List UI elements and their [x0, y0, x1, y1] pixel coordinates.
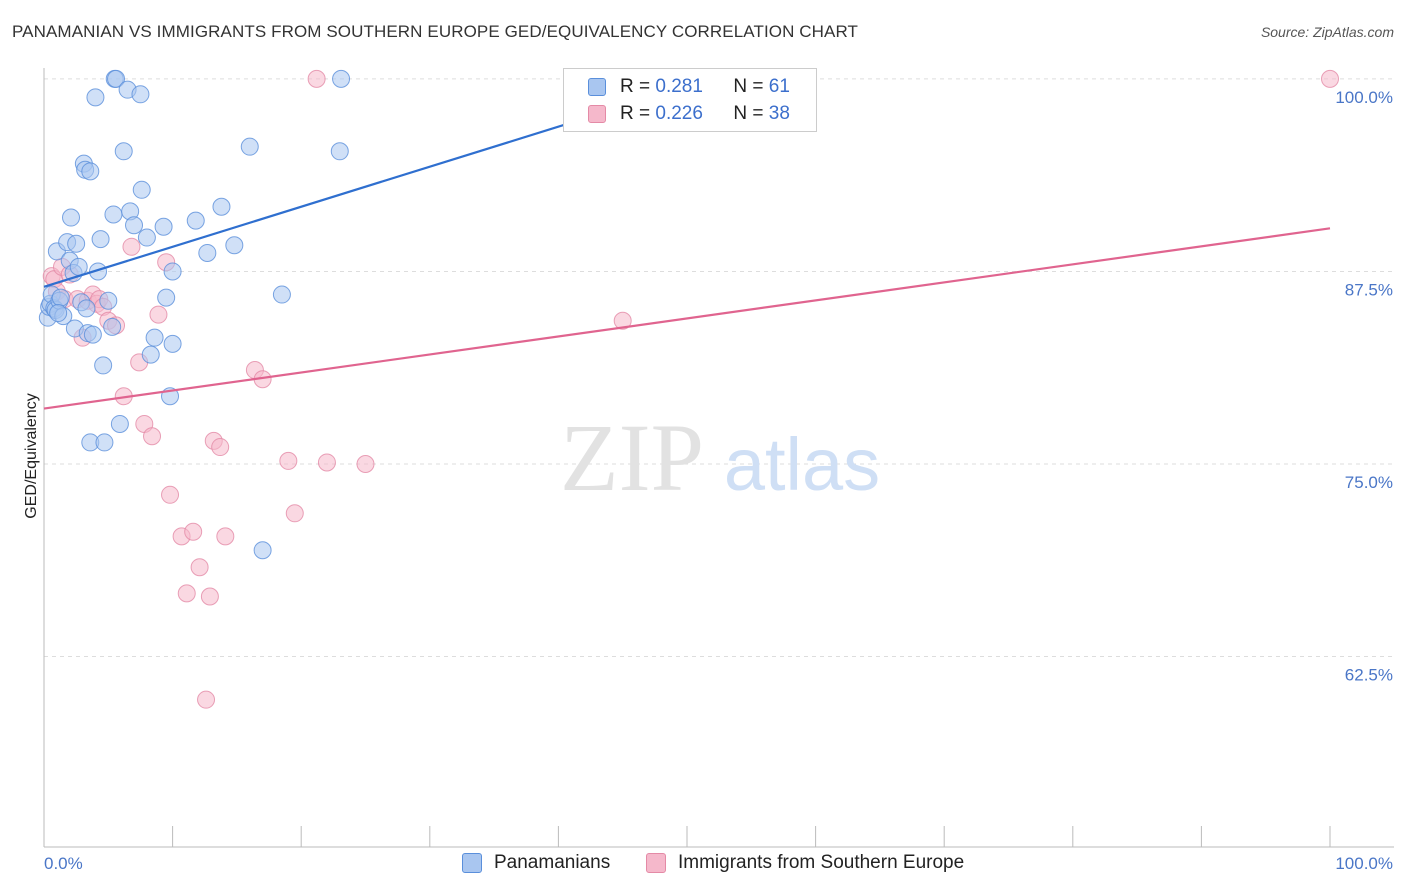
- panamanian-point: [62, 208, 81, 227]
- panamanian-point: [332, 69, 351, 88]
- legend-r-value: 0.226: [655, 103, 703, 124]
- southern-europe-point: [177, 584, 196, 603]
- panamanian-point: [272, 285, 291, 304]
- legend-r-value: 0.281: [655, 76, 703, 97]
- chart-title: PANAMANIAN VS IMMIGRANTS FROM SOUTHERN E…: [12, 22, 859, 41]
- legend-swatch-blue: [462, 853, 482, 873]
- panamanian-point: [330, 142, 349, 161]
- legend-swatch-pink: [646, 853, 666, 873]
- southern-europe-point: [161, 485, 180, 504]
- series-points: [38, 69, 1339, 709]
- southern-europe-point: [307, 69, 326, 88]
- legend-item-panamanians[interactable]: Panamanians: [462, 852, 610, 874]
- panamanian-point: [95, 433, 114, 452]
- panamanian-point: [94, 356, 113, 375]
- southern-europe-point: [613, 311, 632, 330]
- panamanian-point: [51, 288, 70, 307]
- panamanian-point: [198, 243, 217, 262]
- panamanian-point: [137, 228, 156, 247]
- x-tick-label: 0.0%: [44, 854, 83, 873]
- panamanian-point: [157, 288, 176, 307]
- y-tick-label: 62.5%: [1345, 666, 1393, 685]
- legend-r-label: R =: [620, 76, 651, 97]
- southern-europe-point: [1321, 69, 1339, 88]
- southern-europe-point: [190, 558, 209, 577]
- southern-europe-point: [216, 527, 235, 546]
- legend-swatch-blue: [588, 78, 606, 96]
- panamanian-point: [253, 541, 272, 560]
- source-credit: Source: ZipAtlas.com: [1260, 24, 1394, 40]
- legend-n-label: N =: [733, 103, 764, 124]
- panamanian-point: [83, 325, 102, 344]
- y-axis-label: GED/Equivalency: [23, 393, 40, 518]
- panamanian-point: [145, 328, 164, 347]
- panamanian-point: [107, 69, 126, 88]
- southern-europe-point: [200, 587, 219, 606]
- southern-europe-point: [197, 690, 216, 709]
- legend-row-southern-europe: R = 0.226 N = 38: [588, 101, 790, 127]
- panamanian-point: [186, 211, 205, 230]
- legend-r-label: R =: [620, 103, 651, 124]
- panamanian-point: [99, 291, 118, 310]
- panamanian-point: [125, 216, 144, 235]
- legend-item-southern-europe[interactable]: Immigrants from Southern Europe: [646, 852, 964, 874]
- panamanian-point: [86, 88, 105, 107]
- panamanian-point: [225, 236, 244, 255]
- legend-n-value: 38: [768, 103, 790, 124]
- legend-label: Panamanians: [494, 852, 611, 873]
- y-tick-label: 100.0%: [1335, 88, 1393, 107]
- southern-europe-point: [317, 453, 336, 472]
- panamanian-point: [212, 197, 231, 216]
- tick-labels: 62.5% 75.0% 87.5% 100.0% 0.0% 100.0%: [44, 88, 1393, 873]
- panamanian-point: [89, 262, 108, 281]
- axes: [43, 68, 1394, 848]
- panamanian-point: [163, 334, 182, 353]
- x-tick-label: 100.0%: [1335, 854, 1393, 873]
- panamanian-point: [110, 414, 129, 433]
- panamanian-point: [67, 234, 86, 253]
- panamanian-point: [81, 162, 100, 181]
- panamanian-point: [141, 345, 160, 364]
- panamanian-point: [77, 299, 96, 318]
- series-legend: Panamanians Immigrants from Southern Eur…: [0, 852, 1406, 876]
- southern-europe-trend-line: [43, 227, 1331, 410]
- correlation-legend: R = 0.281 N = 61 R = 0.226 N = 38: [563, 68, 817, 132]
- panamanian-point: [132, 180, 151, 199]
- panamanian-point: [154, 217, 173, 236]
- panamanian-point: [49, 304, 68, 323]
- panamanian-point: [91, 230, 110, 249]
- watermark-atlas: atlas: [724, 423, 880, 506]
- southern-europe-point: [279, 451, 298, 470]
- southern-europe-point: [356, 455, 375, 473]
- panamanian-point: [240, 137, 259, 156]
- y-tick-label: 87.5%: [1345, 280, 1393, 299]
- watermark-zip: ZIP: [560, 404, 704, 511]
- southern-europe-point: [285, 504, 304, 523]
- panamanian-point: [163, 262, 182, 281]
- southern-europe-point: [143, 427, 162, 446]
- legend-swatch-pink: [588, 105, 606, 123]
- y-tick-label: 75.0%: [1345, 473, 1393, 492]
- panamanian-point: [103, 317, 122, 336]
- legend-n-value: 61: [768, 76, 790, 97]
- southern-europe-point: [122, 237, 141, 256]
- southern-europe-point: [149, 305, 168, 324]
- southern-europe-point: [211, 438, 230, 457]
- panamanian-point: [131, 85, 150, 104]
- legend-n-label: N =: [733, 76, 764, 97]
- panamanian-point: [114, 142, 133, 161]
- legend-row-panamanians: R = 0.281 N = 61: [588, 74, 790, 100]
- panamanian-point: [69, 257, 88, 276]
- panamanian-point: [104, 205, 123, 224]
- legend-label: Immigrants from Southern Europe: [678, 852, 965, 873]
- southern-europe-point: [184, 522, 203, 541]
